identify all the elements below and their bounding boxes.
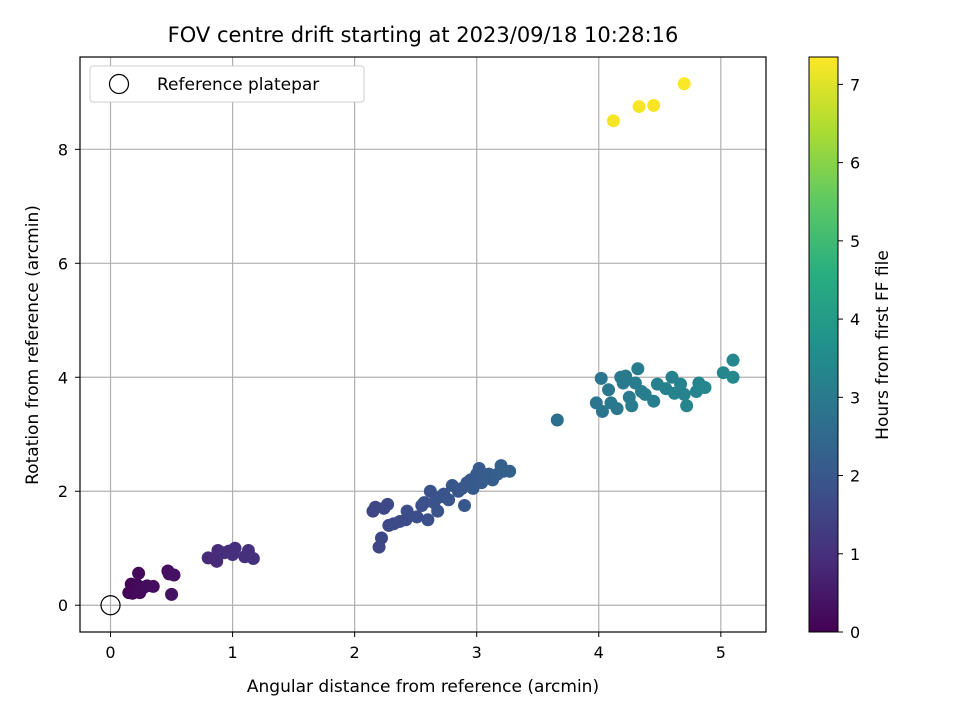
grid-lines (80, 57, 766, 632)
colorbar-tick-label: 2 (850, 467, 860, 486)
data-point (632, 100, 646, 114)
data-point (606, 114, 620, 128)
x-tick-label: 0 (105, 643, 115, 662)
y-tick-label: 0 (58, 596, 68, 615)
data-point (550, 413, 564, 427)
data-point (619, 369, 633, 383)
data-point (421, 513, 435, 527)
data-point (726, 353, 740, 367)
colorbar-tick-label: 6 (850, 154, 860, 173)
data-point (132, 566, 146, 580)
data-point (442, 493, 456, 507)
y-tick-label: 4 (58, 368, 68, 387)
data-point (210, 554, 224, 568)
data-point (631, 362, 645, 376)
data-point (417, 496, 431, 510)
chart-title: FOV centre drift starting at 2023/09/18 … (168, 23, 679, 47)
x-tick-label: 2 (350, 643, 360, 662)
data-point (165, 587, 179, 601)
data-point (647, 98, 661, 112)
y-axis-label: Rotation from reference (arcmin) (23, 205, 43, 485)
colorbar: 0 1 2 3 4 5 6 7 Hours from first FF file (808, 56, 893, 642)
x-tick-label: 3 (472, 643, 482, 662)
data-point (381, 497, 395, 511)
legend-hollow-circle-icon (108, 73, 130, 95)
colorbar-tick-label: 1 (850, 545, 860, 564)
y-tick-label: 2 (58, 482, 68, 501)
data-point (677, 77, 691, 91)
data-points (122, 77, 740, 601)
data-point (625, 399, 639, 413)
data-point (610, 402, 624, 416)
reference-platepar-marker (100, 595, 121, 616)
colorbar-gradient (808, 56, 839, 633)
data-point (400, 504, 414, 518)
colorbar-tick-label: 0 (850, 623, 860, 642)
colorbar-ticks: 0 1 2 3 4 5 6 7 (838, 75, 860, 642)
x-axis-label: Angular distance from reference (arcmin) (247, 677, 599, 697)
colorbar-tick-label: 4 (850, 310, 860, 329)
colorbar-tick-label: 7 (850, 75, 860, 94)
data-point (674, 377, 688, 391)
data-point (647, 394, 661, 408)
legend-box (89, 65, 365, 103)
data-point (677, 387, 691, 401)
data-point (246, 551, 260, 565)
data-point (423, 484, 437, 498)
data-point (716, 366, 730, 380)
x-axis-ticks: 0 1 2 3 4 5 (105, 632, 726, 662)
colorbar-label: Hours from first FF file (873, 250, 893, 440)
data-point (146, 579, 160, 593)
data-point (374, 531, 388, 545)
data-point (726, 370, 740, 384)
legend-label: Reference platepar (157, 75, 319, 95)
legend: Reference platepar (89, 65, 365, 103)
y-tick-label: 8 (58, 140, 68, 159)
data-point (410, 510, 424, 524)
x-tick-label: 1 (227, 643, 237, 662)
y-axis-ticks: 0 2 4 6 8 (58, 140, 80, 615)
data-point (503, 464, 517, 478)
data-point (595, 404, 609, 418)
data-point (167, 568, 181, 582)
data-point (594, 371, 608, 385)
x-tick-label: 4 (594, 643, 604, 662)
data-point (602, 383, 616, 397)
data-point (680, 399, 694, 413)
data-point (698, 381, 712, 395)
data-point (458, 498, 472, 512)
plot-frame (79, 56, 767, 633)
colorbar-tick-label: 3 (850, 388, 860, 407)
data-point (667, 386, 681, 400)
reference-marker-layer (100, 595, 121, 616)
colorbar-tick-label: 5 (850, 232, 860, 251)
y-tick-label: 6 (58, 254, 68, 273)
x-tick-label: 5 (716, 643, 726, 662)
data-point (228, 541, 242, 555)
data-point (431, 504, 445, 518)
